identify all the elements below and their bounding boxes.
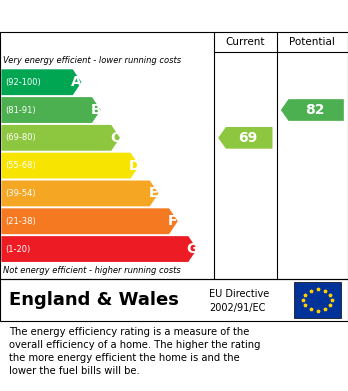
Polygon shape: [1, 208, 178, 234]
Text: Current: Current: [226, 37, 265, 47]
Text: Not energy efficient - higher running costs: Not energy efficient - higher running co…: [3, 267, 181, 276]
Text: C: C: [110, 131, 120, 145]
Bar: [294, 282, 341, 317]
Text: Energy Efficiency Rating: Energy Efficiency Rating: [9, 9, 230, 23]
Text: F: F: [168, 214, 178, 228]
Polygon shape: [1, 97, 101, 123]
Text: England & Wales: England & Wales: [9, 291, 179, 309]
Text: 82: 82: [305, 103, 324, 117]
Text: (39-54): (39-54): [5, 189, 36, 198]
Text: EU Directive: EU Directive: [209, 289, 269, 299]
Text: B: B: [90, 103, 101, 117]
Polygon shape: [1, 236, 197, 262]
Polygon shape: [1, 69, 81, 95]
Text: (21-38): (21-38): [5, 217, 36, 226]
Polygon shape: [1, 125, 120, 151]
Text: G: G: [187, 242, 198, 256]
Text: 2002/91/EC: 2002/91/EC: [209, 303, 265, 312]
Text: (92-100): (92-100): [5, 78, 41, 87]
Text: (55-68): (55-68): [5, 161, 36, 170]
Text: D: D: [129, 159, 140, 173]
Polygon shape: [218, 127, 272, 149]
Polygon shape: [1, 181, 159, 206]
Polygon shape: [1, 153, 139, 179]
Text: E: E: [149, 187, 158, 201]
Text: (69-80): (69-80): [5, 133, 36, 142]
Text: (1-20): (1-20): [5, 244, 31, 253]
Text: Very energy efficient - lower running costs: Very energy efficient - lower running co…: [3, 56, 182, 65]
Text: (81-91): (81-91): [5, 106, 36, 115]
Polygon shape: [281, 99, 344, 121]
Text: Potential: Potential: [290, 37, 335, 47]
Text: A: A: [71, 75, 82, 89]
Text: The energy efficiency rating is a measure of the
overall efficiency of a home. T: The energy efficiency rating is a measur…: [9, 326, 260, 376]
Text: 69: 69: [238, 131, 257, 145]
